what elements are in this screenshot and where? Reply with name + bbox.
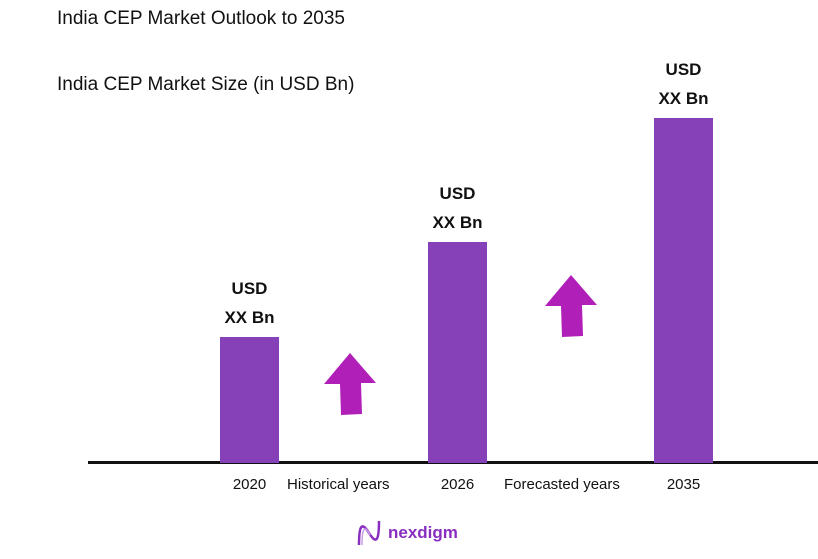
data-label-line: USD [231,279,268,299]
data-label-2035: USD XX Bn [624,55,744,113]
chart-title: India CEP Market Outlook to 2035 [57,8,345,29]
data-label-line: XX Bn [658,89,709,108]
data-label-line: USD [439,184,476,204]
data-label-line: USD [665,60,702,79]
growth-arrow-icon [324,353,376,415]
period-label-forecast: Forecasted years [504,476,620,493]
data-label-2026: USD XX Bn [398,179,518,237]
bar-2026 [428,242,487,463]
nexdigm-logo: nexdigm [356,519,458,547]
nexdigm-logo-icon [357,520,381,546]
chart-subtitle: India CEP Market Size (in USD Bn) [57,74,355,95]
bar-2020 [220,337,279,463]
bar-2035 [654,118,713,463]
brand-name: nexdigm [388,523,458,542]
growth-arrow-icon [545,275,597,337]
x-tick-label-2035: 2035 [666,476,701,493]
x-tick-label-2026: 2026 [440,476,475,493]
period-label-historical: Historical years [287,476,390,493]
data-label-line: XX Bn [432,213,483,233]
x-tick-label-2020: 2020 [232,476,267,493]
data-label-2020: USD XX Bn [190,274,310,332]
data-label-line: XX Bn [224,308,275,328]
